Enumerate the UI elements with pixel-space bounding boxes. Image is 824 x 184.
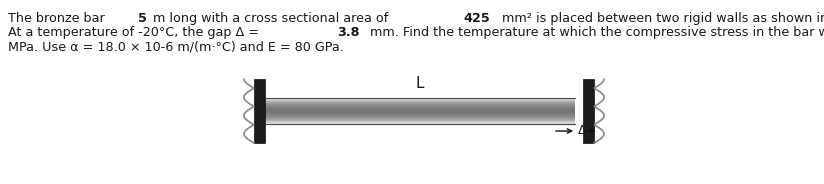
Bar bbox=[265, 98, 575, 100]
Text: At a temperature of -20°C, the gap Δ =: At a temperature of -20°C, the gap Δ = bbox=[8, 26, 263, 39]
Bar bbox=[265, 99, 575, 101]
Text: Δ: Δ bbox=[578, 125, 587, 137]
Bar bbox=[265, 104, 575, 105]
Bar bbox=[265, 123, 575, 124]
Bar bbox=[265, 115, 575, 116]
Bar bbox=[265, 116, 575, 117]
Text: mm² is placed between two rigid walls as shown in the Figure.: mm² is placed between two rigid walls as… bbox=[498, 12, 824, 25]
Bar bbox=[265, 110, 575, 111]
Bar bbox=[265, 121, 575, 122]
Bar bbox=[265, 98, 575, 99]
Bar bbox=[265, 111, 575, 113]
Bar bbox=[265, 120, 575, 121]
Bar bbox=[265, 117, 575, 119]
Bar bbox=[265, 109, 575, 110]
Bar bbox=[265, 122, 575, 123]
Bar bbox=[265, 105, 575, 106]
Bar bbox=[265, 114, 575, 115]
Bar bbox=[265, 105, 575, 107]
Bar bbox=[265, 107, 575, 108]
Bar bbox=[583, 79, 594, 143]
Bar bbox=[265, 113, 575, 114]
Bar bbox=[254, 79, 265, 143]
Bar bbox=[265, 106, 575, 107]
Text: 3.8: 3.8 bbox=[337, 26, 359, 39]
Text: 425: 425 bbox=[463, 12, 490, 25]
Text: m long with a cross sectional area of: m long with a cross sectional area of bbox=[149, 12, 393, 25]
Bar bbox=[265, 119, 575, 121]
Bar bbox=[265, 117, 575, 118]
Text: mm. Find the temperature at which the compressive stress in the bar will be: mm. Find the temperature at which the co… bbox=[366, 26, 824, 39]
Bar bbox=[265, 102, 575, 103]
Bar bbox=[265, 111, 575, 112]
Text: MPa. Use α = 18.0 × 10-6 m/(m·°C) and E = 80 GPa.: MPa. Use α = 18.0 × 10-6 m/(m·°C) and E … bbox=[8, 40, 344, 53]
Bar bbox=[265, 103, 575, 104]
Bar bbox=[265, 118, 575, 120]
Bar bbox=[265, 108, 575, 109]
Bar bbox=[265, 112, 575, 114]
Text: The bronze bar: The bronze bar bbox=[8, 12, 109, 25]
Bar bbox=[265, 100, 575, 101]
Bar bbox=[265, 101, 575, 102]
Text: L: L bbox=[416, 76, 424, 91]
Text: 5: 5 bbox=[138, 12, 147, 25]
